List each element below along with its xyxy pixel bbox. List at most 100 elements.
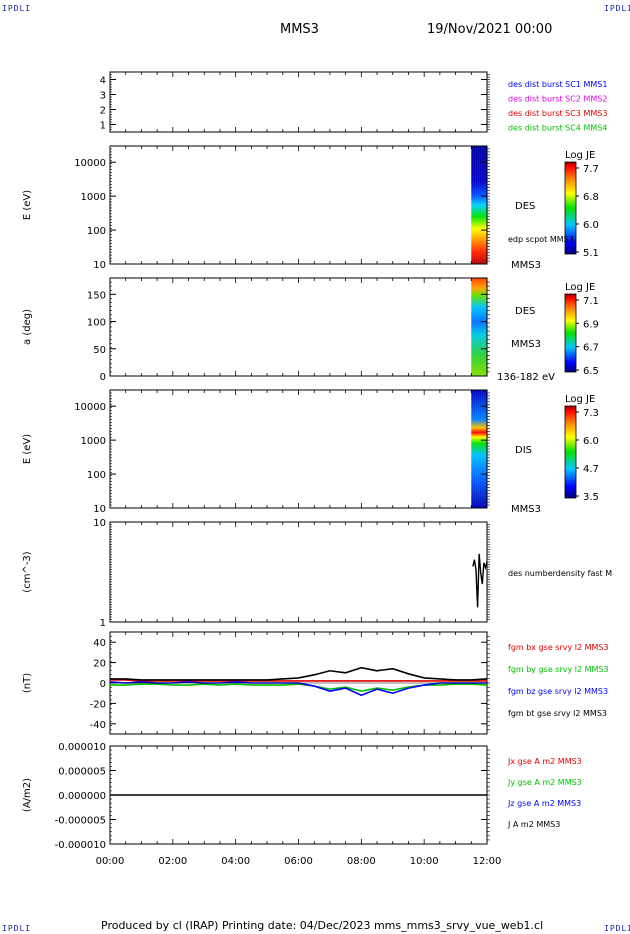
y-tick-label: 10 (93, 504, 106, 515)
x-tick-label: 08:00 (347, 856, 376, 867)
instrument-label: DIS (515, 445, 532, 456)
colorbar-tick-label: 6.0 (583, 436, 599, 447)
x-tick-label: 10:00 (410, 856, 439, 867)
colorbar-title: Log JE (565, 282, 595, 293)
legend-entry: Jz gse A m2 MMS3 (507, 799, 581, 808)
colorbar-tick-label: 5.1 (583, 248, 599, 259)
y-tick-label: 10000 (74, 158, 106, 169)
y-tick-label: 0.000000 (58, 791, 106, 802)
y-tick-label: -40 (90, 720, 106, 731)
legend-entry: des dist burst SC4 MMS4 (508, 124, 607, 133)
legend-entry: des dist burst SC3 MMS3 (508, 109, 607, 118)
mission-title: MMS3 (280, 22, 319, 37)
y-tick-label: 4 (100, 76, 106, 87)
x-tick-label: 02:00 (158, 856, 187, 867)
spacecraft-label: MMS3 (511, 260, 541, 271)
corner-tag-bottom-left: IPDLI (2, 924, 32, 933)
y-tick-label: 50 (93, 345, 106, 356)
colorbar-tick-label: 6.8 (583, 192, 599, 203)
series-line (472, 553, 488, 608)
legend-entry: fgm bx gse srvy l2 MMS3 (508, 643, 609, 652)
series-line (110, 679, 487, 682)
corner-tag-top-left: IPDLI (2, 4, 32, 13)
y-tick-label: 10 (93, 260, 106, 271)
corner-tag-top-right: IPDLI (604, 4, 630, 13)
y-axis-label: (nT) (22, 673, 33, 693)
series-line (110, 683, 488, 692)
y-tick-label: 0 (100, 679, 106, 690)
legend-entry: des dist burst SC1 MMS1 (508, 80, 607, 89)
y-tick-label: 0.000010 (58, 742, 106, 753)
plot-date: 19/Nov/2021 00:00 (427, 22, 553, 37)
y-tick-label: 20 (93, 659, 106, 670)
x-tick-label: 04:00 (221, 856, 250, 867)
multi-panel-plot: 1 2 3 4 des dist burst SC1 MMS1 des dist burs… (22, 71, 612, 867)
colorbar (564, 161, 577, 255)
y-axis-label: (A/m2) (22, 778, 33, 812)
panel-des-energy: 10 100 1000 10000 E (eV) Log JE 7.7 6.8 6.0 5.1 DE… (22, 145, 599, 271)
panel-current: -0.000010 -0.000005 0.000000 0.000005 0.0000… (22, 742, 582, 867)
panel-frame (109, 521, 488, 623)
colorbar-tick-label: 6.7 (583, 343, 599, 354)
colorbar-title: Log JE (565, 150, 595, 161)
legend-entry: des numberdensity fast M (508, 569, 612, 578)
heatmap-block (471, 278, 487, 376)
panel-frame (109, 277, 488, 377)
colorbar-tick-label: 7.7 (583, 164, 599, 175)
heatmap-block (471, 146, 487, 264)
legend-entry: Jx gse A m2 MMS3 (507, 757, 582, 766)
colorbar (564, 293, 577, 373)
instrument-label: DES (515, 201, 535, 212)
legend-entry: fgm bz gse srvy l2 MMS3 (508, 687, 608, 696)
legend-entry: des dist burst SC2 MMS2 (508, 95, 607, 104)
colorbar-tick-label: 7.3 (583, 408, 599, 419)
heatmap-block (471, 390, 487, 508)
energy-band-label: 136-182 eV (497, 372, 555, 383)
x-tick-label: 12:00 (473, 856, 502, 867)
panel-frame (109, 71, 488, 133)
legend-entry: Jy gse A m2 MMS3 (507, 778, 582, 787)
y-tick-label: 150 (87, 290, 106, 301)
y-tick-label: -0.000010 (55, 840, 106, 851)
y-tick-label: 100 (87, 226, 106, 237)
colorbar-tick-label: 6.5 (583, 366, 599, 377)
y-axis-label: a (deg) (22, 309, 33, 345)
panel-density: 1 10 (cm^-3) des numberdensity fast M (22, 518, 612, 629)
extra-label: edp scpot MMS3 (508, 235, 574, 244)
y-tick-label: 0.000005 (58, 767, 106, 778)
y-axis-label: E (eV) (22, 190, 33, 220)
colorbar-tick-label: 7.1 (583, 296, 599, 307)
legend-entry: fgm bt gse srvy l2 MMS3 (508, 709, 607, 718)
y-axis-label: (cm^-3) (22, 551, 33, 592)
panel-burst: 1 2 3 4 des dist burst SC1 MMS1 des dist burs… (100, 71, 607, 133)
y-tick-label: 1 (100, 121, 106, 132)
panel-fgm: -40 -20 0 20 40 (nT) fgm bx gse srvy l2 MMS3 fg… (22, 631, 609, 735)
y-tick-label: 1 (100, 618, 106, 629)
y-tick-label: 1000 (81, 192, 106, 203)
y-tick-label: 3 (100, 91, 106, 102)
y-tick-label: 2 (100, 106, 106, 117)
y-tick-label: 10 (93, 518, 106, 529)
y-axis-label: E (eV) (22, 434, 33, 464)
colorbar (564, 405, 577, 499)
footer-credit: Produced by cl (IRAP) Printing date: 04/… (101, 919, 544, 932)
panel-frame (109, 145, 488, 265)
colorbar-tick-label: 4.7 (583, 464, 599, 475)
legend-entry: fgm by gse srvy l2 MMS3 (508, 665, 609, 674)
corner-tag-bottom-right: IPDLI (604, 924, 630, 933)
y-tick-label: -20 (90, 699, 106, 710)
y-tick-label: 10000 (74, 402, 106, 413)
y-tick-label: 0 (100, 372, 106, 383)
colorbar-tick-label: 6.0 (583, 220, 599, 231)
panel-des-pitch: 0 50 100 150 a (deg) Log JE 7.1 6.9 6.7 6.5 DES MMS… (22, 277, 599, 383)
x-tick-label: 00:00 (96, 856, 125, 867)
panel-frame (109, 389, 488, 509)
panel-dis-energy: 10 100 1000 10000 E (eV) Log JE 7.3 6.0 4.7 3.5 DI… (22, 389, 599, 515)
y-tick-label: 1000 (81, 436, 106, 447)
legend-entry: J A m2 MMS3 (507, 820, 560, 829)
y-tick-label: 100 (87, 470, 106, 481)
x-tick-label: 06:00 (284, 856, 313, 867)
y-tick-label: 40 (93, 638, 106, 649)
y-tick-label: -0.000005 (55, 816, 106, 827)
spacecraft-label: MMS3 (511, 339, 541, 350)
